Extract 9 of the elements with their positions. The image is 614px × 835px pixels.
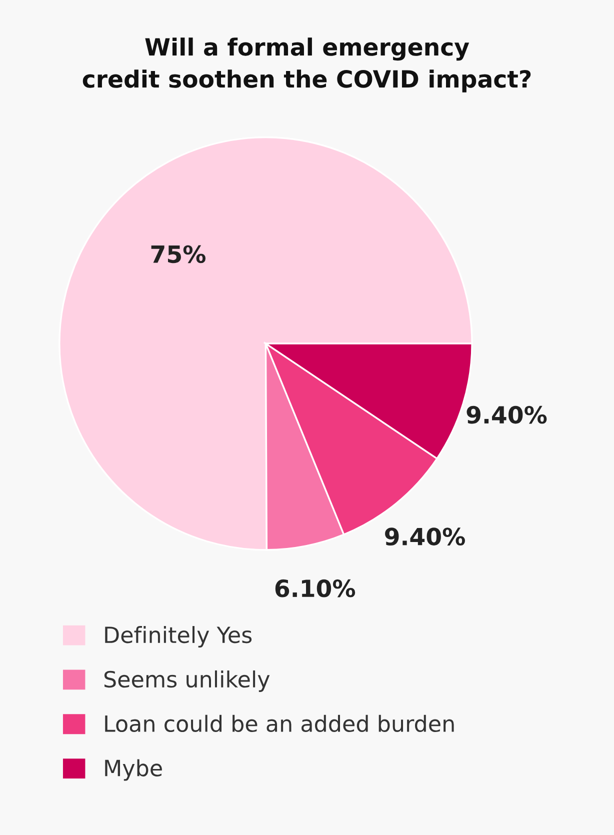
legend-label: Seems unlikely (104, 670, 270, 692)
legend-label: Loan could be an added burden (105, 714, 454, 732)
legend-label: Definitely Yes (105, 626, 252, 648)
data-label: 75% (151, 245, 206, 264)
chart-title: Will a formal emergency credit soothen the COVID impact? (82, 38, 531, 92)
data-label: 6.10% (275, 579, 356, 598)
data-label: 9.40% (385, 528, 465, 546)
data-label: 9.40% (466, 406, 547, 424)
legend-label: Mybe (105, 759, 162, 781)
